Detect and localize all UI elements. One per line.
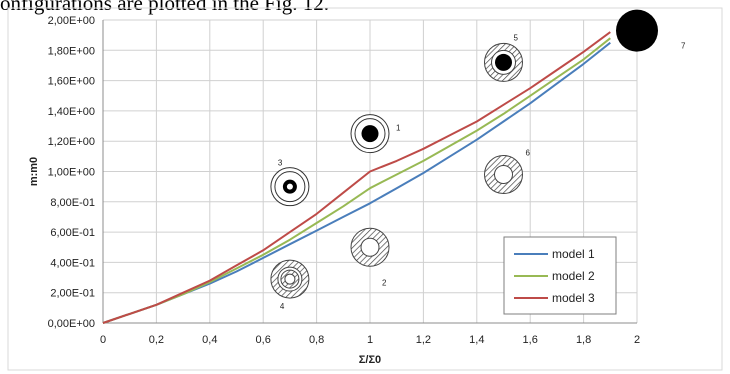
- annotation-label: 6: [526, 149, 531, 158]
- x-tick-label: 1,6: [523, 334, 538, 346]
- annotation-label: 2: [382, 278, 387, 287]
- legend: model 1 model 2 model 3: [503, 236, 617, 315]
- annotation-label: 7: [681, 42, 686, 51]
- y-tick-label: 1,60E+00: [48, 76, 95, 88]
- x-tick-label: 0,2: [149, 334, 164, 346]
- y-axis-title: m:m0: [28, 157, 40, 186]
- x-tick-label: 1: [367, 334, 373, 346]
- annotation-6: 6: [484, 149, 531, 195]
- x-axis-title: Σ/Σ0: [359, 354, 381, 366]
- y-tick-label: 0,00E+00: [48, 318, 95, 330]
- series-line-model-2: [102, 37, 611, 324]
- annotation-2: 2: [350, 227, 390, 287]
- x-tick-label: 0,4: [202, 334, 217, 346]
- hollow-core: [284, 273, 296, 285]
- annotation-label: 1: [396, 124, 401, 133]
- x-tick-label: 1,2: [416, 334, 431, 346]
- y-tick-label: 4,00E-01: [50, 257, 95, 269]
- y-tick-labels: 0,00E+00 2,00E-01 4,00E-01 6,00E-01 8,00E-01…: [48, 15, 95, 330]
- y-tick-label: 2,00E+00: [48, 15, 95, 27]
- y-tick-label: 8,00E-01: [50, 197, 95, 209]
- legend-label: model 3: [552, 291, 595, 305]
- annotation-7: 7: [616, 9, 686, 52]
- annotation-5: 5: [484, 33, 523, 82]
- x-tick-label: 0,6: [256, 334, 271, 346]
- y-tick-label: 1,00E+00: [48, 167, 95, 179]
- annotation-label: 3: [278, 159, 283, 168]
- solid-disk: [616, 9, 658, 52]
- x-tick-label: 0: [100, 334, 106, 346]
- x-tick-label: 1,8: [576, 334, 591, 346]
- y-tick-label: 1,40E+00: [48, 106, 95, 118]
- annotations: 1 2 3 4 5 6 7: [270, 9, 686, 311]
- x-tick-label: 1,4: [469, 334, 484, 346]
- white-core: [286, 183, 293, 190]
- legend-label: model 1: [552, 247, 595, 261]
- annotation-label: 4: [280, 302, 285, 311]
- annotation-4: 4: [270, 259, 310, 311]
- x-tick-labels: 0 0,2 0,4 0,6 0,8 1 1,2 1,4 1,6 1,8 2: [100, 334, 640, 346]
- y-tick-label: 1,80E+00: [48, 45, 95, 57]
- solid-core: [361, 125, 379, 143]
- chart-area-border: [7, 7, 723, 371]
- x-tick-label: 2: [634, 334, 640, 346]
- annotation-label: 5: [514, 33, 519, 42]
- series-line-model-3: [102, 31, 611, 324]
- legend-label: model 2: [552, 269, 595, 283]
- series-lines: [102, 31, 611, 324]
- y-tick-label: 6,00E-01: [50, 227, 95, 239]
- hollow-core: [360, 237, 380, 257]
- annotation-1: 1: [350, 114, 401, 154]
- y-tick-label: 1,20E+00: [48, 136, 95, 148]
- x-tick-label: 0,8: [309, 334, 324, 346]
- solid-core: [495, 53, 512, 71]
- annotation-3: 3: [270, 159, 310, 207]
- hollow-core: [494, 165, 513, 185]
- y-tick-label: 2,00E-01: [50, 288, 95, 300]
